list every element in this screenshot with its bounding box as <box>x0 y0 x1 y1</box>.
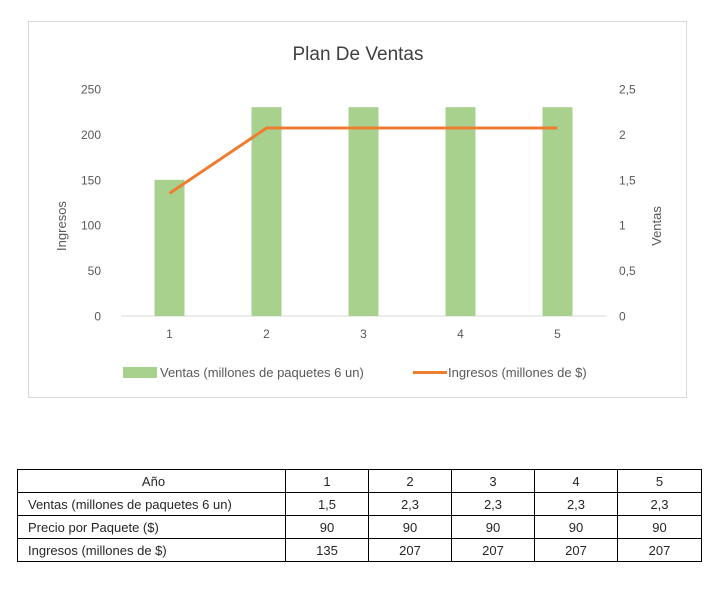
table-cell: 90 <box>285 515 369 539</box>
chart-title: Plan De Ventas <box>293 44 424 65</box>
table-cell: 1,5 <box>285 492 369 516</box>
bar <box>542 107 573 316</box>
y2-tick-label: 1 <box>619 219 626 233</box>
x-tick-label: 2 <box>263 327 270 341</box>
x-tick-label: 3 <box>360 327 367 341</box>
x-axis-ticks: 1 2 3 4 5 <box>166 327 561 341</box>
chart-svg: Plan De Ventas Ingresos Ventas 050100150… <box>54 44 664 380</box>
table-header-row: Año 1 2 3 4 5 <box>17 469 702 493</box>
y2-tick-label: 0 <box>619 310 626 324</box>
legend-label-ventas: Ventas (millones de paquetes 6 un) <box>160 365 364 380</box>
table-row: Ventas (millones de paquetes 6 un) 1,5 2,3… <box>17 492 702 516</box>
table-body: Año 1 2 3 4 5 Ventas (millones de paquetes 6 u… <box>17 469 702 562</box>
table-row-label: Precio por Paquete ($) <box>17 515 286 539</box>
x-tick-label: 1 <box>166 327 173 341</box>
table-cell: 2,3 <box>534 492 618 516</box>
table-header-cell: 3 <box>451 469 535 493</box>
right-axis-ticks: 0 0,5 1 1,5 2 2,5 <box>619 83 636 324</box>
data-table: Año 1 2 3 4 5 Ventas (millones de paquetes 6 u… <box>17 469 702 562</box>
x-tick-label: 5 <box>554 327 561 341</box>
series-line <box>168 126 558 195</box>
table-header-label: Año <box>17 469 286 493</box>
bar <box>154 179 185 316</box>
y-tick-label: 150 <box>81 173 101 187</box>
y2-axis-label: Ventas <box>649 206 664 246</box>
table-row-label: Ingresos (millones de $) <box>17 538 286 562</box>
table-cell: 90 <box>534 515 618 539</box>
table-row-label: Ventas (millones de paquetes 6 un) <box>17 492 286 516</box>
table-cell: 207 <box>617 538 702 562</box>
y2-tick-label: 0,5 <box>619 264 636 278</box>
y2-tick-label: 2 <box>619 128 626 142</box>
table-header-cell: 1 <box>285 469 369 493</box>
bar <box>251 107 282 316</box>
table-row: Precio por Paquete ($) 90 90 90 90 90 <box>17 515 702 539</box>
y2-tick-label: 2,5 <box>619 83 636 97</box>
left-axis-ticks: 0 50 100 150 200 250 <box>81 83 101 324</box>
table-header-cell: 5 <box>617 469 702 493</box>
table-header-cell: 4 <box>534 469 618 493</box>
table-header-cell: 2 <box>368 469 452 493</box>
table-row: Ingresos (millones de $) 135 207 207 207 207 <box>17 538 702 562</box>
bar <box>445 107 476 316</box>
y2-tick-label: 1,5 <box>619 173 636 187</box>
table-cell: 2,3 <box>617 492 702 516</box>
table-cell: 2,3 <box>451 492 535 516</box>
x-tick-label: 4 <box>457 327 464 341</box>
table-cell: 207 <box>534 538 618 562</box>
y-tick-label: 50 <box>88 264 102 278</box>
bar-series <box>154 107 573 316</box>
y-tick-label: 200 <box>81 128 101 142</box>
y-tick-label: 0 <box>94 310 101 324</box>
y-tick-label: 250 <box>81 83 101 97</box>
table-cell: 207 <box>368 538 452 562</box>
y-tick-label: 100 <box>81 219 101 233</box>
table-cell: 90 <box>368 515 452 539</box>
table-cell: 90 <box>617 515 702 539</box>
bar <box>348 107 379 316</box>
legend-swatch-ventas <box>123 367 157 378</box>
table-cell: 135 <box>285 538 369 562</box>
table-cell: 2,3 <box>368 492 452 516</box>
line-series <box>168 126 558 195</box>
chart-container: Plan De Ventas Ingresos Ventas 0 50 100 150… <box>28 21 687 398</box>
table-cell: 90 <box>451 515 535 539</box>
y-axis-label: Ingresos <box>54 201 69 251</box>
table-cell: 207 <box>451 538 535 562</box>
legend: Ventas (millones de paquetes 6 un) Ingre… <box>123 365 587 380</box>
legend-label-ingresos: Ingresos (millones de $) <box>448 365 587 380</box>
